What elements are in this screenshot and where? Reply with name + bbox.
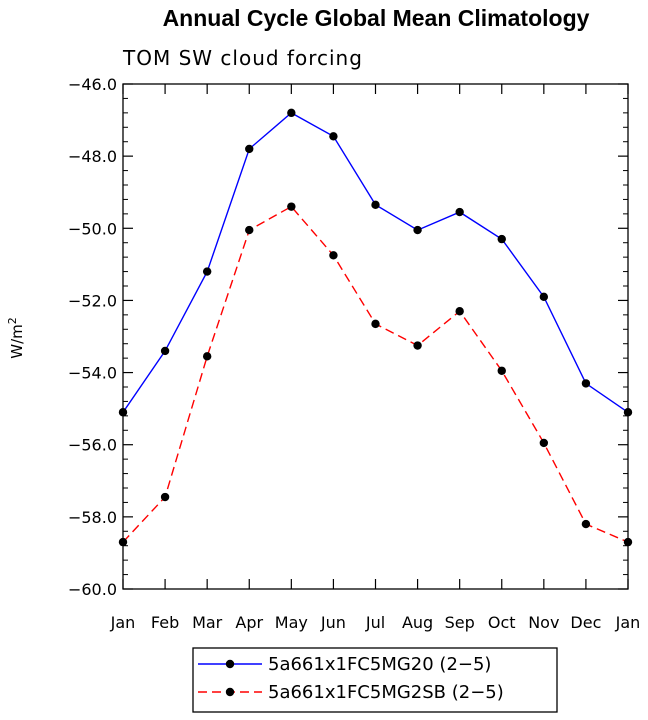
series-2-point <box>287 202 296 211</box>
legend-label-1: 5a661x1FC5MG20 (2−5) <box>268 654 491 675</box>
x-tick-label: Jan <box>615 613 641 632</box>
series-1-point <box>581 379 591 388</box>
series-2-point <box>160 492 170 502</box>
series-1 <box>118 108 633 417</box>
y-axis-label-superscript: 2 <box>6 317 19 324</box>
series-1-point <box>539 292 549 302</box>
series-1-point <box>202 267 212 276</box>
y-tick-label: −54.0 <box>68 364 117 383</box>
y-tick-label: −50.0 <box>68 219 117 238</box>
series-1-point <box>497 234 506 244</box>
y-tick-label: −56.0 <box>68 436 117 455</box>
series-2-point <box>202 352 212 361</box>
legend-box <box>192 647 558 713</box>
series-1-point <box>160 346 170 356</box>
y-axis-label-text: W/m <box>8 324 26 359</box>
x-tick-label: Nov <box>528 613 559 632</box>
x-tick-label: Oct <box>488 613 516 632</box>
series-2-point <box>581 519 591 529</box>
series-2 <box>118 202 633 547</box>
series-1-line <box>122 112 629 413</box>
series-2-point <box>413 341 422 350</box>
chart-subtitle: TOM SW cloud forcing <box>122 46 363 70</box>
y-tick-label: −46.0 <box>68 75 117 94</box>
x-tick-label: Feb <box>151 613 179 632</box>
series-1-point <box>118 408 128 417</box>
series-2-point <box>245 225 254 235</box>
series-2-point <box>539 438 549 448</box>
series-2-point <box>118 537 128 547</box>
x-tick-label: Aug <box>402 613 433 632</box>
legend-label-2: 5a661x1FC5MG2SB (2−5) <box>268 682 504 703</box>
series-2-point <box>455 307 464 316</box>
y-tick-label: −52.0 <box>68 291 117 310</box>
plot-frame <box>122 83 629 590</box>
y-tick-label: −58.0 <box>68 508 117 527</box>
x-tick-label: Jul <box>365 613 385 632</box>
series-1-point <box>455 207 464 217</box>
series-1-point <box>413 225 422 235</box>
x-tick-label: Sep <box>445 613 475 632</box>
series-1-point <box>245 144 254 154</box>
series-2-line <box>122 205 629 543</box>
y-tick-label: −48.0 <box>68 147 117 166</box>
axis-ticks: −60.0 −58.0 −56.0 −54.0 −52.0 −50.0 −48.0 −46.0… <box>68 75 640 632</box>
legend-marker-1 <box>225 659 235 669</box>
series-1-point <box>287 108 296 118</box>
series-1-point <box>329 132 338 141</box>
x-tick-label: Apr <box>235 613 263 632</box>
y-axis-label: W/m2 <box>6 317 26 359</box>
series-2-point <box>623 537 633 547</box>
x-tick-label: May <box>275 613 308 632</box>
x-tick-label: Jun <box>320 613 346 632</box>
legend: 5a661x1FC5MG20 (2−5) 5a661x1FC5MG2SB (2−5… <box>192 647 558 713</box>
legend-marker-2 <box>225 687 235 697</box>
x-tick-label: Mar <box>192 613 223 632</box>
series-1-point <box>371 200 380 210</box>
series-2-point <box>329 251 338 260</box>
series-1-point <box>623 408 633 417</box>
x-tick-label: Jan <box>110 613 136 632</box>
series-2-point <box>371 319 380 329</box>
svg-text:W/m2: W/m2 <box>6 317 26 359</box>
y-tick-label: −60.0 <box>68 580 117 599</box>
series-layer <box>118 108 633 547</box>
x-tick-label: Dec <box>570 613 601 632</box>
chart-title: Annual Cycle Global Mean Climatology <box>163 5 590 31</box>
series-2-point <box>497 366 506 375</box>
